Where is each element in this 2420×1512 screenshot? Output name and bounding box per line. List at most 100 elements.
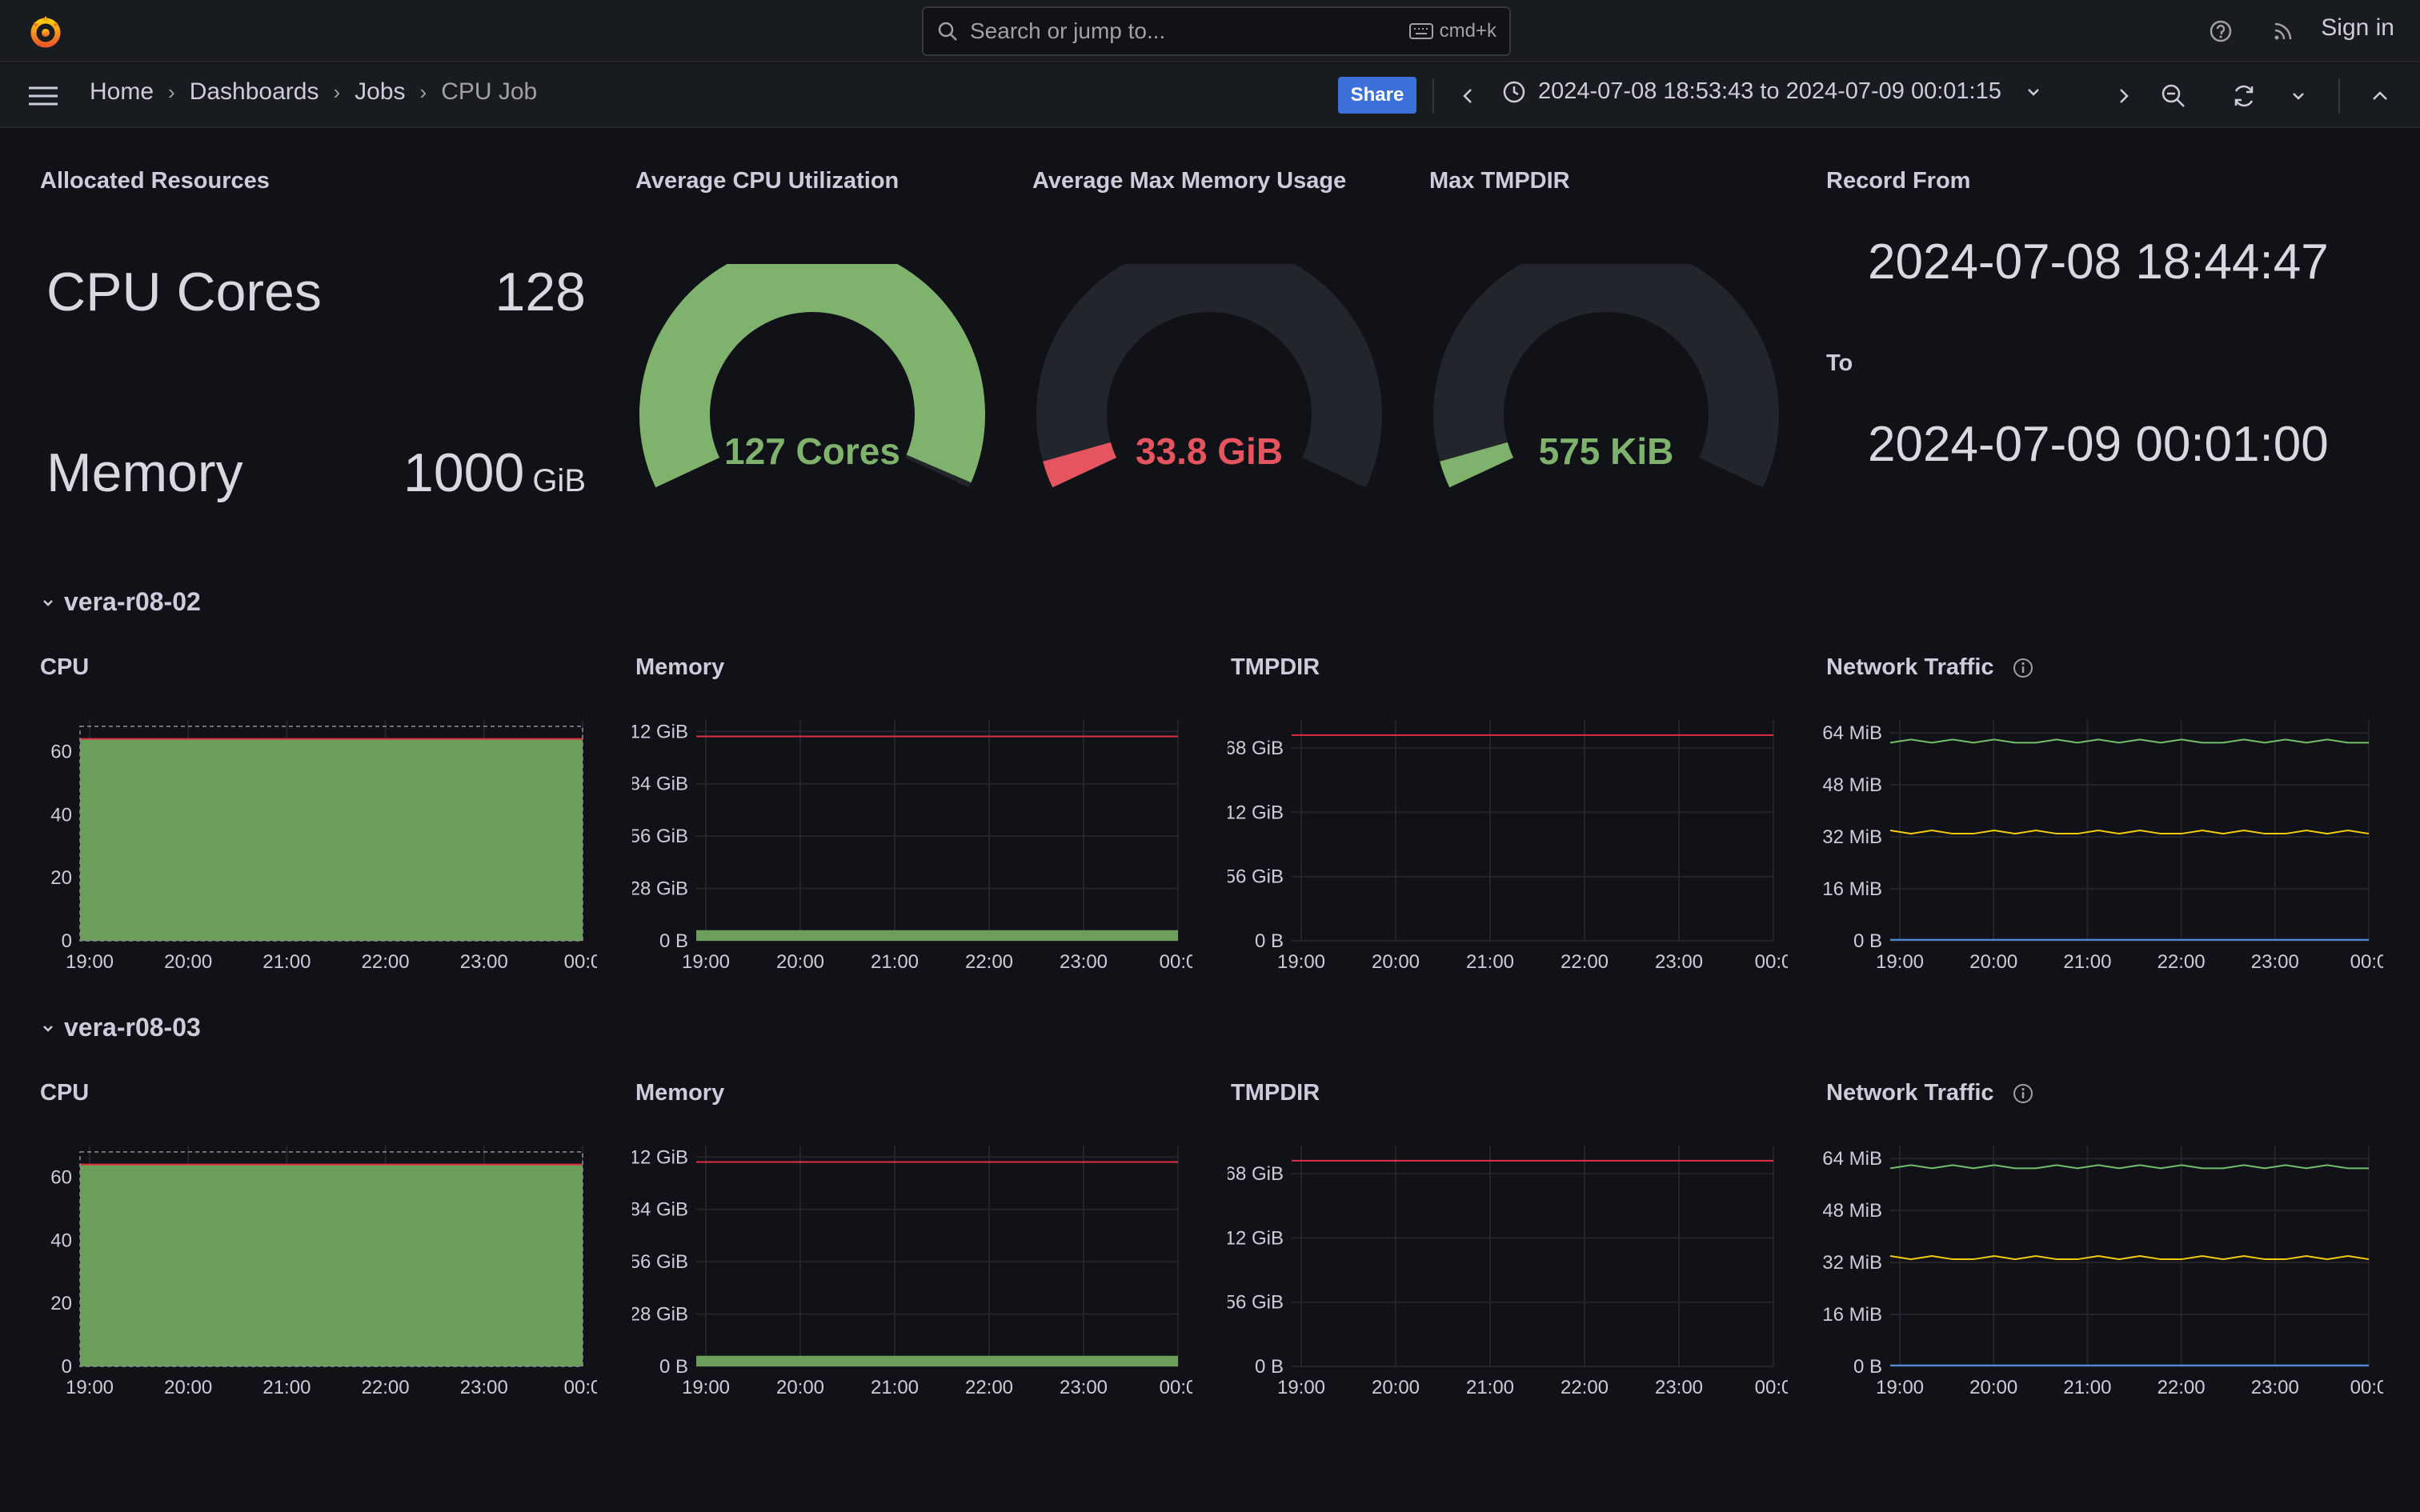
- y-tick-label: 20: [50, 1293, 72, 1314]
- refresh-icon[interactable]: [2228, 80, 2260, 112]
- x-tick-label: 23:00: [460, 1377, 508, 1398]
- breadcrumb-home[interactable]: Home: [90, 78, 154, 105]
- time-range-picker[interactable]: 2024-07-08 18:53:43 to 2024-07-09 00:01:…: [1501, 78, 2043, 105]
- chevron-down-icon: [2027, 88, 2039, 96]
- x-tick-label: 20:00: [164, 1377, 212, 1398]
- x-tick-label: 23:00: [1060, 951, 1108, 973]
- allocated-resources-title: Allocated Resources: [40, 168, 270, 194]
- menu-icon[interactable]: [26, 80, 61, 112]
- y-tick-label: 512 GiB: [632, 721, 688, 742]
- x-tick-label: 20:00: [164, 951, 212, 973]
- x-tick-label: 19:00: [682, 1377, 730, 1398]
- x-tick-label: 19:00: [682, 951, 730, 973]
- collapse-chevron-up-icon[interactable]: [2364, 82, 2396, 110]
- y-tick-label: 16 MiB: [1823, 1304, 1882, 1326]
- shortcut-label: cmd+k: [1439, 20, 1496, 42]
- chevron-right-icon: ›: [333, 79, 341, 104]
- x-tick-label: 19:00: [66, 951, 114, 973]
- y-tick-label: 40: [50, 804, 72, 826]
- record-to-title: To: [1826, 350, 1853, 376]
- x-tick-label: 00:0: [564, 951, 597, 973]
- cpu-cores-label: CPU Cores: [46, 262, 322, 322]
- gauge-value-arc: [1440, 442, 1514, 488]
- y-tick-label: 256 GiB: [1228, 866, 1284, 888]
- search-placeholder: Search or jump to...: [970, 18, 1166, 43]
- time-shift-forward-icon[interactable]: [2109, 82, 2138, 110]
- time-shift-back-icon[interactable]: [1453, 82, 1482, 110]
- record-from-title: Record From: [1826, 168, 1971, 194]
- y-tick-label: 768 GiB: [1228, 738, 1284, 759]
- memory-label: Memory: [46, 442, 243, 503]
- y-tick-label: 512 GiB: [1228, 802, 1284, 823]
- tmpdir-timeseries-chart: 0 B 256 GiB 512 GiB 768 GiB 19:00 20:00 21:00 2…: [1228, 720, 1788, 973]
- y-tick-label: 0 B: [1853, 1356, 1882, 1378]
- refresh-interval-chevron-icon[interactable]: [2284, 82, 2313, 110]
- network-series-line: [1889, 738, 2369, 744]
- network-timeseries-chart: 0 B 16 MiB 32 MiB 48 MiB 64 MiB 19:00 20:00 21:…: [1823, 720, 2383, 973]
- breadcrumb-dashboards[interactable]: Dashboards: [189, 78, 319, 105]
- panel-title-memory: Memory: [635, 1080, 725, 1106]
- x-tick-label: 20:00: [1372, 951, 1420, 973]
- x-tick-label: 00:0: [564, 1377, 597, 1398]
- x-tick-label: 23:00: [1655, 951, 1703, 973]
- zoom-out-icon[interactable]: [2158, 80, 2190, 112]
- y-tick-label: 128 GiB: [632, 878, 688, 900]
- memory-area: [696, 930, 1178, 941]
- memory-timeseries-chart: 0 B 128 GiB 256 GiB 384 GiB 512 GiB 19:00 20:0…: [632, 720, 1192, 973]
- cpu-timeseries-chart: 0 20 40 60 19:00 20:00 21:00 22:00 23:00 00:0: [50, 1146, 597, 1398]
- x-tick-label: 21:00: [871, 951, 919, 973]
- y-tick-label: 64 MiB: [1823, 1148, 1882, 1170]
- record-from-value: 2024-07-08 18:44:47: [1868, 234, 2329, 290]
- x-tick-label: 22:00: [1561, 951, 1609, 973]
- y-tick-label: 0: [62, 1356, 72, 1378]
- memory-value-group: 1000 GiB: [403, 442, 586, 504]
- x-tick-label: 23:00: [2251, 1377, 2299, 1398]
- x-tick-label: 22:00: [2158, 1377, 2206, 1398]
- x-tick-label: 23:00: [1655, 1377, 1703, 1398]
- rss-feed-icon[interactable]: [2270, 18, 2297, 45]
- x-tick-label: 22:00: [362, 1377, 410, 1398]
- y-tick-label: 40: [50, 1230, 72, 1251]
- x-tick-label: 00:0: [1755, 951, 1788, 973]
- y-tick-label: 256 GiB: [632, 826, 688, 847]
- keyboard-icon: [1408, 23, 1433, 39]
- x-tick-label: 00:0: [1160, 951, 1192, 973]
- breadcrumb-jobs[interactable]: Jobs: [355, 78, 406, 105]
- y-tick-label: 512 GiB: [632, 1146, 688, 1168]
- y-tick-label: 256 GiB: [1228, 1292, 1284, 1314]
- panel-title-cpu: CPU: [40, 1080, 90, 1106]
- limit-box: [79, 726, 583, 942]
- memory-value: 1000: [403, 442, 525, 503]
- x-tick-label: 21:00: [1466, 1377, 1514, 1398]
- row-header-vera-r08-03[interactable]: vera-r08-03: [40, 1013, 201, 1042]
- dashboard-nav-bar: [0, 64, 2420, 128]
- search-bar[interactable]: Search or jump to... cmd+k: [922, 6, 1511, 56]
- y-tick-label: 384 GiB: [632, 774, 688, 795]
- panel-title-network: Network Traffic: [1826, 1080, 1994, 1106]
- panel-title-tmpdir: TMPDIR: [1231, 1080, 1320, 1106]
- row-header-vera-r08-02[interactable]: vera-r08-02: [40, 587, 201, 617]
- cpu-timeseries-chart: 0 20 40 60 19:00 20:00 21:00 22:00 23:00 00:0: [50, 720, 597, 973]
- help-icon[interactable]: [2207, 18, 2234, 45]
- x-tick-label: 21:00: [1466, 951, 1514, 973]
- share-button[interactable]: Share: [1338, 77, 1416, 114]
- cpu-utilization-gauge: 127 Cores: [639, 264, 985, 488]
- x-tick-label: 19:00: [1876, 951, 1924, 973]
- x-tick-label: 00:0: [2350, 951, 2383, 973]
- grafana-logo-icon[interactable]: [26, 11, 66, 51]
- x-tick-label: 22:00: [1561, 1377, 1609, 1398]
- x-tick-label: 20:00: [776, 1377, 824, 1398]
- chevron-down-icon: [43, 599, 53, 606]
- panel-title-tmpdir: TMPDIR: [1231, 654, 1320, 680]
- info-icon[interactable]: [2012, 657, 2034, 679]
- x-tick-label: 23:00: [1060, 1377, 1108, 1398]
- memory-area: [696, 1355, 1178, 1366]
- info-icon[interactable]: [2012, 1082, 2034, 1105]
- memory-unit: GiB: [532, 463, 586, 498]
- panel-title-cpu: CPU: [40, 654, 90, 680]
- sign-in-link[interactable]: Sign in: [2321, 14, 2394, 41]
- gauge-title-tmpdir: Max TMPDIR: [1429, 168, 1570, 194]
- panel-title-network: Network Traffic: [1826, 654, 1994, 680]
- cpu-cores-value: 128: [495, 262, 586, 322]
- y-tick-label: 48 MiB: [1823, 1200, 1882, 1222]
